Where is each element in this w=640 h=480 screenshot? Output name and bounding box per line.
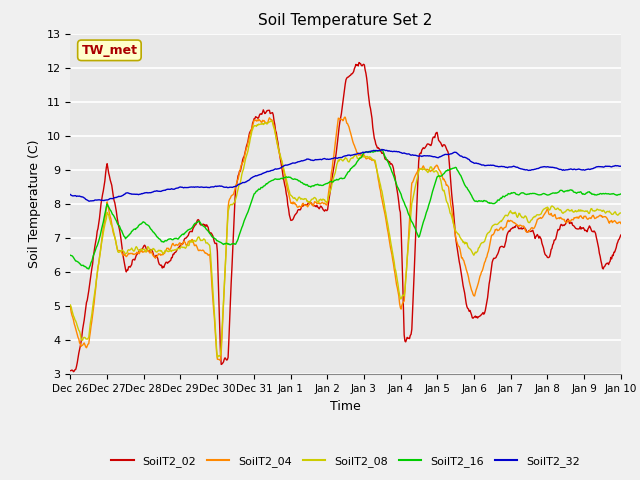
SoilT2_02 [414, 177, 422, 182]
SoilT2_32 [134, 192, 141, 197]
Text: TW_met: TW_met [81, 44, 138, 57]
SoilT2_16 [414, 233, 422, 239]
SoilT2_32 [67, 192, 74, 197]
SoilT2_08 [430, 169, 438, 175]
SoilT2_08 [414, 172, 422, 178]
SoilT2_04 [341, 114, 349, 120]
Line: SoilT2_04: SoilT2_04 [70, 117, 621, 360]
SoilT2_08 [219, 313, 227, 319]
SoilT2_16 [85, 266, 93, 272]
SoilT2_04 [67, 304, 74, 310]
SoilT2_32 [617, 163, 625, 169]
SoilT2_16 [77, 261, 84, 267]
SoilT2_08 [617, 210, 625, 216]
SoilT2_02 [67, 368, 74, 373]
SoilT2_16 [378, 147, 386, 153]
SoilT2_02 [77, 339, 85, 345]
SoilT2_04 [77, 341, 84, 347]
SoilT2_04 [414, 168, 422, 173]
SoilT2_32 [86, 198, 93, 204]
SoilT2_32 [430, 154, 438, 159]
SoilT2_02 [617, 232, 625, 238]
SoilT2_32 [77, 194, 84, 200]
SoilT2_04 [617, 221, 625, 227]
SoilT2_04 [219, 317, 227, 323]
SoilT2_16 [134, 224, 141, 230]
SoilT2_32 [190, 184, 198, 190]
SoilT2_04 [133, 249, 141, 255]
SoilT2_32 [378, 146, 386, 152]
SoilT2_04 [430, 166, 438, 172]
Title: Soil Temperature Set 2: Soil Temperature Set 2 [259, 13, 433, 28]
Legend: SoilT2_02, SoilT2_04, SoilT2_08, SoilT2_16, SoilT2_32: SoilT2_02, SoilT2_04, SoilT2_08, SoilT2_… [107, 451, 584, 471]
SoilT2_02 [134, 251, 141, 256]
SoilT2_08 [77, 332, 84, 337]
SoilT2_16 [190, 222, 198, 228]
SoilT2_16 [430, 183, 438, 189]
SoilT2_32 [414, 153, 422, 159]
SoilT2_04 [216, 357, 223, 363]
SoilT2_02 [70, 369, 77, 374]
SoilT2_08 [133, 245, 141, 251]
SoilT2_02 [190, 225, 198, 230]
SoilT2_02 [219, 360, 227, 366]
SoilT2_04 [189, 238, 196, 244]
SoilT2_02 [355, 60, 363, 65]
SoilT2_32 [219, 184, 227, 190]
SoilT2_08 [189, 238, 196, 244]
Line: SoilT2_32: SoilT2_32 [70, 149, 621, 201]
X-axis label: Time: Time [330, 400, 361, 413]
Line: SoilT2_08: SoilT2_08 [70, 121, 621, 358]
SoilT2_16 [219, 241, 227, 247]
Line: SoilT2_02: SoilT2_02 [70, 62, 621, 372]
SoilT2_16 [67, 252, 74, 258]
Y-axis label: Soil Temperature (C): Soil Temperature (C) [28, 140, 41, 268]
SoilT2_02 [430, 134, 438, 140]
SoilT2_08 [214, 355, 221, 360]
SoilT2_08 [67, 302, 74, 308]
SoilT2_08 [268, 118, 276, 124]
Line: SoilT2_16: SoilT2_16 [70, 150, 621, 269]
SoilT2_16 [617, 191, 625, 197]
